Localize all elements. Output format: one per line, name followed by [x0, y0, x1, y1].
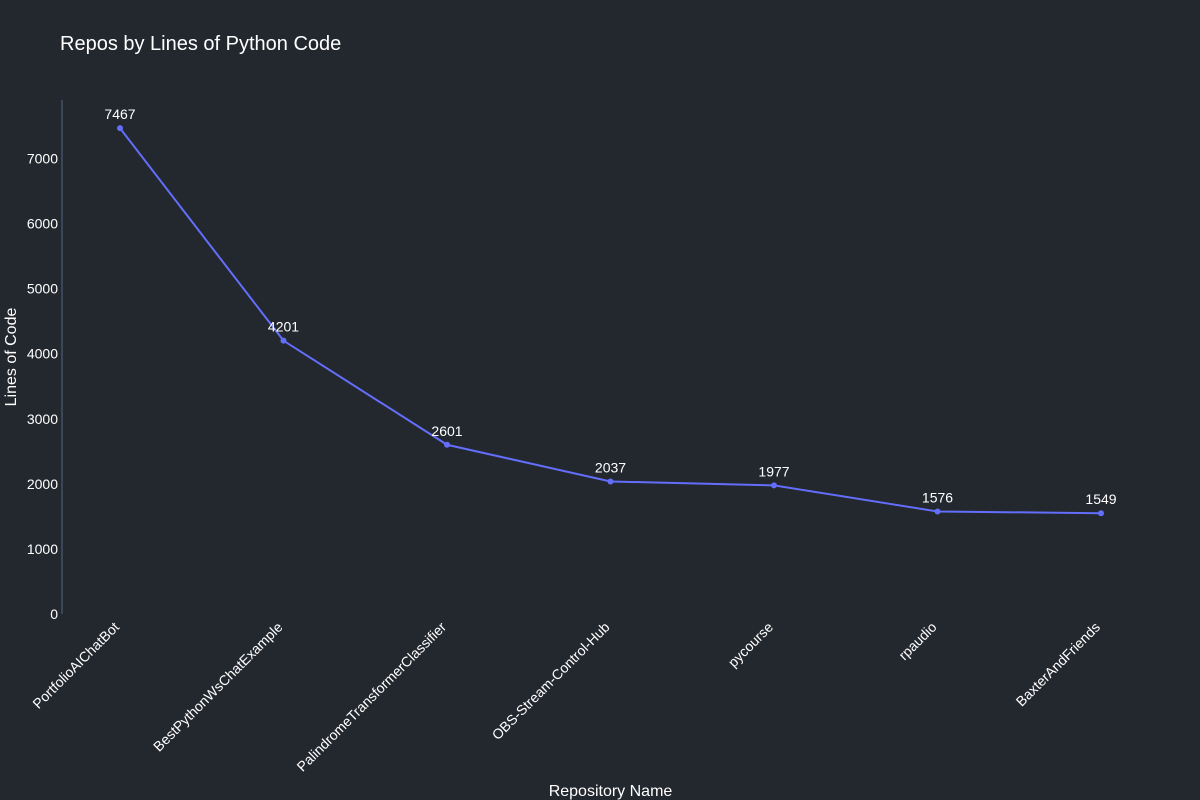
data-label: 2037: [595, 459, 626, 475]
data-point: [934, 508, 941, 515]
y-tick-label: 3000: [27, 411, 58, 427]
data-point: [117, 125, 123, 132]
data-label: 1576: [922, 489, 953, 505]
data-labels: 7467 4201 2601 2037 1977 1576 1549: [104, 106, 1116, 507]
y-tick-label: 1000: [27, 541, 58, 557]
y-tick-label: 4000: [27, 346, 58, 362]
x-tick-label: PalindromeTransformerClassifier: [293, 619, 449, 775]
x-tick-label: rpaudio: [895, 619, 939, 663]
x-tick-labels: PortfolioAIChatBot BestPythonWsChatExampl…: [29, 619, 1103, 775]
y-tick-labels: 0 1000 2000 3000 4000 5000 6000 7000: [27, 151, 58, 622]
x-axis-title: Repository Name: [549, 783, 673, 800]
data-point: [607, 478, 614, 485]
y-tick-label: 2000: [27, 476, 58, 492]
data-label: 2601: [431, 423, 462, 439]
data-label: 1549: [1085, 491, 1116, 507]
data-label: 7467: [104, 106, 135, 122]
data-point: [280, 337, 287, 344]
y-tick-label: 5000: [27, 281, 58, 297]
y-tick-label: 7000: [27, 151, 58, 167]
data-label: 1977: [758, 463, 789, 479]
y-tick-label: 0: [50, 606, 58, 622]
data-point: [1098, 510, 1104, 517]
data-point: [444, 441, 450, 448]
x-tick-label: OBS-Stream-Control-Hub: [489, 619, 613, 743]
x-tick-label: BaxterAndFriends: [1013, 619, 1104, 710]
data-point: [771, 482, 777, 489]
x-tick-label: pycourse: [725, 619, 777, 671]
x-tick-label: BestPythonWsChatExample: [150, 619, 286, 755]
data-label: 4201: [268, 319, 299, 335]
x-tick-label: PortfolioAIChatBot: [29, 619, 122, 712]
y-tick-label: 6000: [27, 216, 58, 232]
y-axis-title: Lines of Code: [3, 308, 20, 407]
chart-title: Repos by Lines of Python Code: [60, 33, 341, 55]
data-points: [117, 125, 1104, 517]
